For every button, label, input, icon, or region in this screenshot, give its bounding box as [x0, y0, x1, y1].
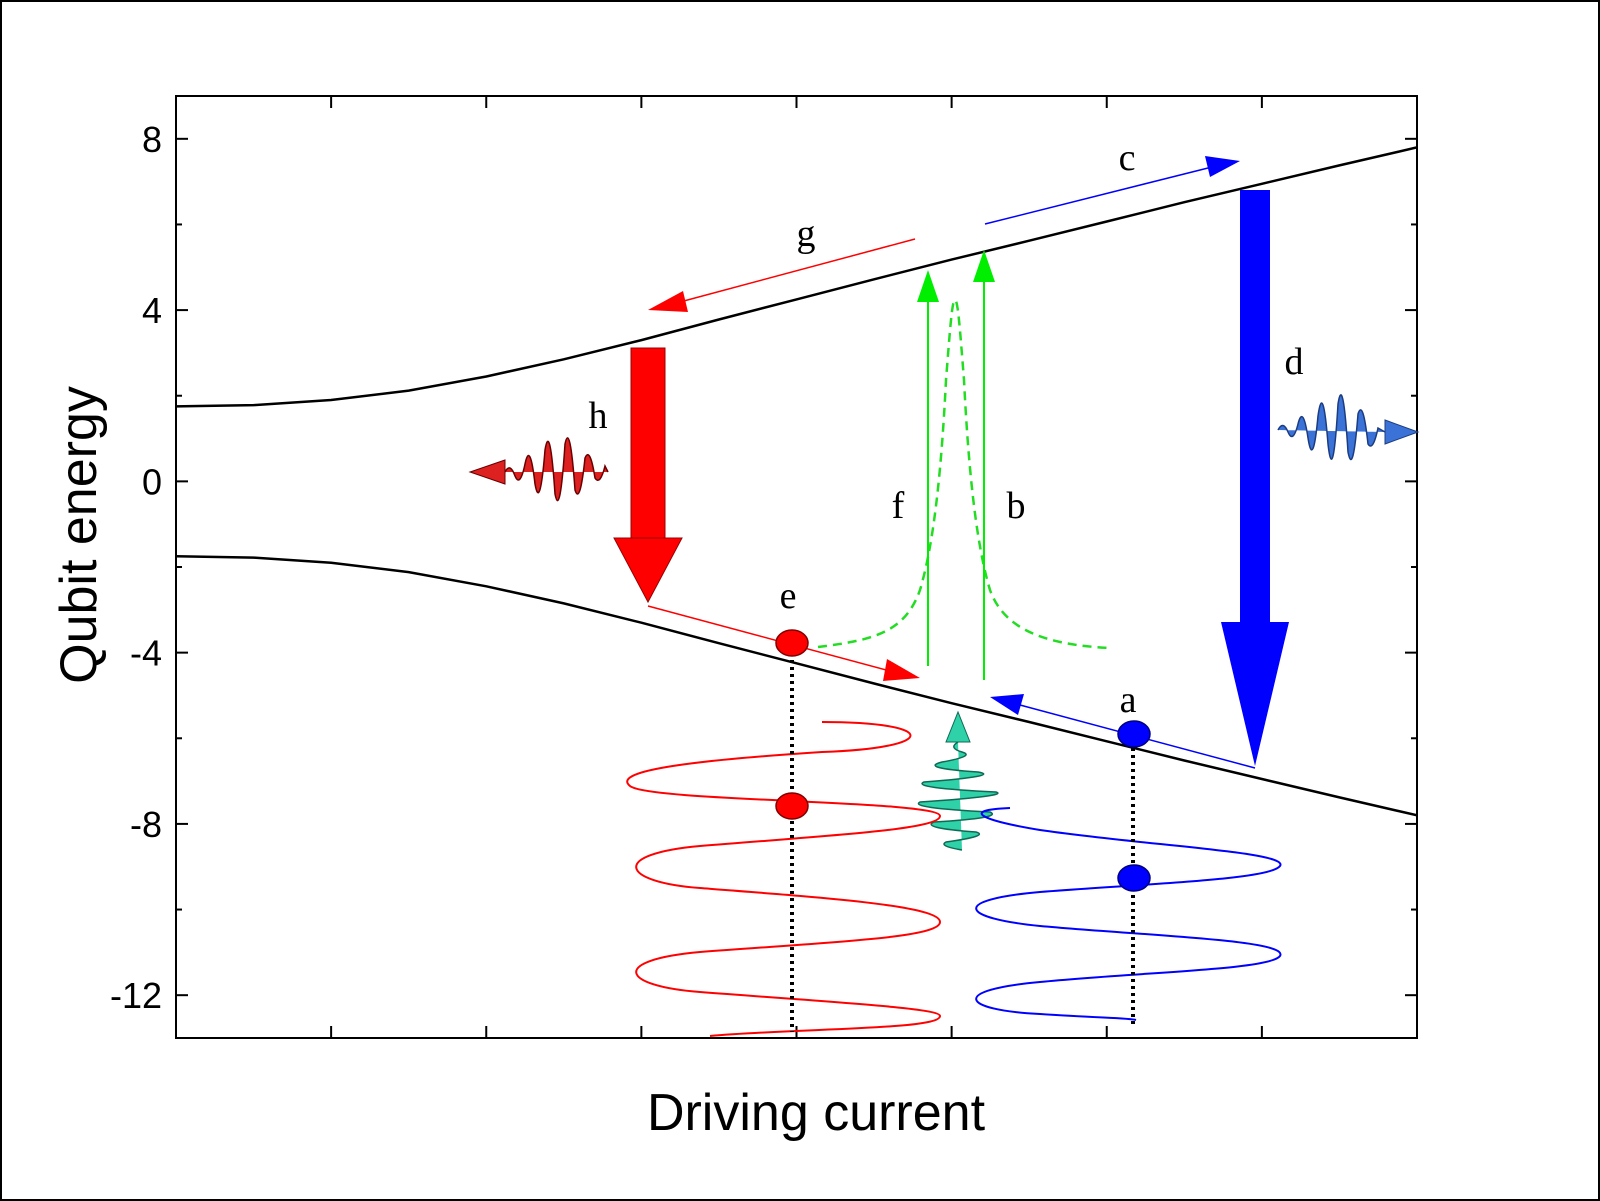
annotation-labels: a b c d e f g h	[589, 137, 1304, 721]
annotation-d: d	[1285, 341, 1304, 383]
upper-energy-level-line	[176, 146, 1417, 408]
y-tick-label: -4	[130, 633, 162, 674]
x-axis-label: Driving current	[647, 1084, 986, 1142]
annotation-a: a	[1120, 679, 1137, 721]
resonance-dashed-curve	[817, 298, 1111, 650]
annotation-f: f	[892, 485, 905, 527]
y-tick-labels: 8 4 0 -4 -8 -12	[110, 119, 162, 1016]
blue-photon-packet-icon	[1277, 394, 1420, 461]
y-tick-label: 0	[142, 461, 162, 502]
arrow-c	[984, 156, 1240, 225]
y-tick-label: 8	[142, 119, 162, 160]
marker-a-blue	[1117, 720, 1151, 748]
axis-ticks	[176, 96, 1417, 1038]
y-tick-label: -12	[110, 975, 162, 1016]
arrow-d-thick	[1221, 190, 1289, 766]
red-photon-packet-icon	[468, 437, 609, 502]
arrow-g	[648, 238, 916, 312]
lower-energy-level-line	[176, 555, 1417, 817]
y-tick-label: -8	[130, 804, 162, 845]
marker-blue-lower	[1117, 864, 1151, 892]
annotation-c: c	[1119, 137, 1136, 179]
marker-red-lower	[775, 792, 809, 820]
marker-e-red	[775, 629, 809, 657]
arrow-h-thick	[613, 347, 683, 604]
annotation-e: e	[780, 575, 797, 617]
teal-photon-packet-icon	[917, 710, 999, 851]
annotation-b: b	[1007, 485, 1026, 527]
y-tick-label: 4	[142, 290, 162, 331]
arrow-f	[917, 270, 939, 666]
arrow-e-to-f	[647, 605, 920, 681]
annotation-g: g	[797, 213, 816, 255]
y-axis-label: Qubit energy	[50, 386, 108, 684]
blue-drive-waveform	[975, 807, 1282, 1021]
arrow-b	[973, 250, 995, 680]
annotation-h: h	[589, 395, 608, 437]
red-drive-waveform	[626, 721, 942, 1037]
